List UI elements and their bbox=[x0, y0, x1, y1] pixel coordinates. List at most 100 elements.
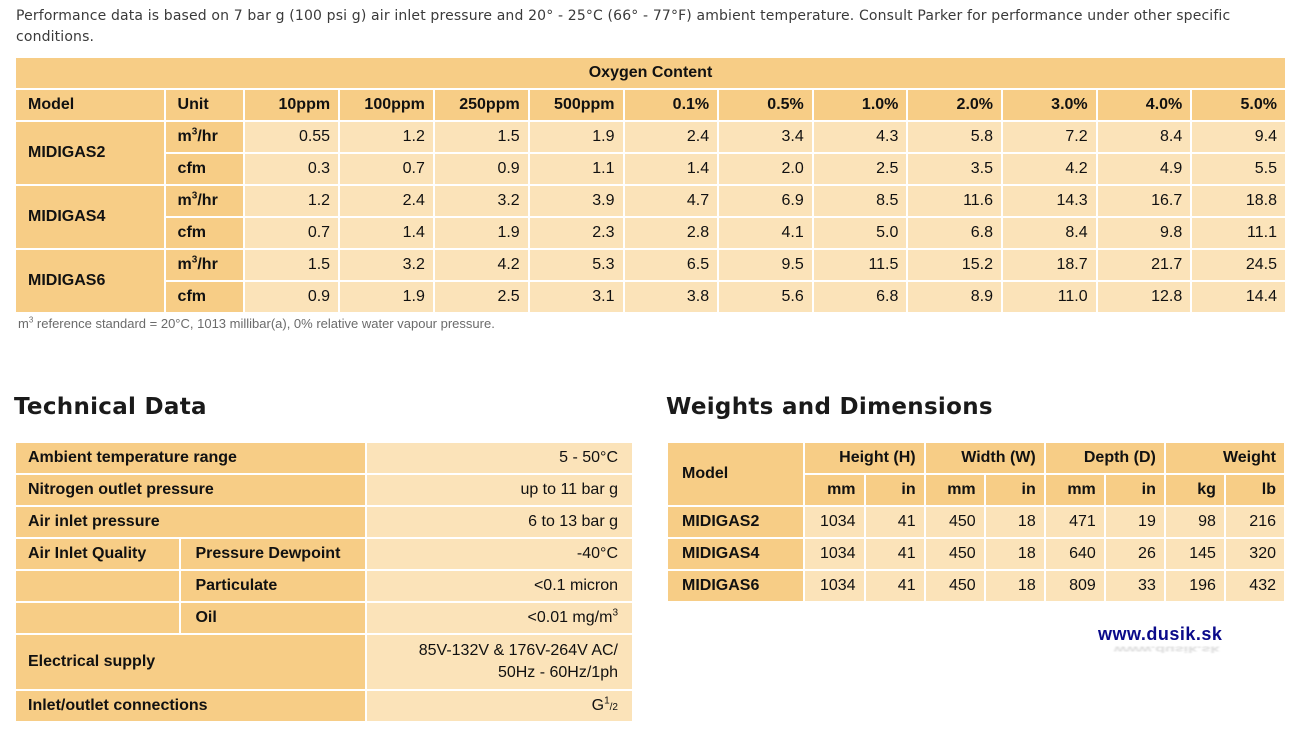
model-cell: MIDIGAS4 bbox=[16, 186, 164, 248]
col-1-0pct: 1.0% bbox=[813, 90, 907, 120]
unit-cell: cfm bbox=[165, 282, 244, 312]
value-cell: 1.2 bbox=[340, 122, 433, 152]
ambient-value: 5 - 50°C bbox=[366, 443, 632, 473]
col-0-5pct: 0.5% bbox=[719, 90, 812, 120]
value-cell: 98 bbox=[1165, 507, 1224, 537]
value-cell: 6.8 bbox=[908, 218, 1002, 248]
value-cell: 216 bbox=[1225, 507, 1284, 537]
value-cell: 5.6 bbox=[719, 282, 812, 312]
table-row: MIDIGAS4 m3/hr 1.2 2.4 3.2 3.9 4.7 6.9 8.5 11.6 14… bbox=[16, 186, 1285, 248]
value-cell: 0.7 bbox=[340, 154, 433, 184]
w-col-width: Width (W) bbox=[925, 443, 1044, 473]
col-5-0pct: 5.0% bbox=[1192, 90, 1285, 120]
col-10ppm: 10ppm bbox=[245, 90, 339, 120]
value-cell: 2.5 bbox=[434, 282, 528, 312]
value-cell: 41 bbox=[865, 507, 924, 537]
value-cell: 2.0 bbox=[719, 154, 812, 184]
value-cell: 18 bbox=[985, 539, 1044, 569]
value-cell: 2.8 bbox=[624, 218, 718, 248]
dewpoint-value: -40°C bbox=[366, 539, 632, 569]
value-cell: 809 bbox=[1045, 571, 1104, 601]
value-cell: 450 bbox=[925, 571, 984, 601]
unit-cell: cfm bbox=[165, 154, 244, 184]
value-cell: 450 bbox=[925, 507, 984, 537]
value-cell: 450 bbox=[925, 539, 984, 569]
value-cell: 0.7 bbox=[245, 218, 339, 248]
value-cell: 4.2 bbox=[434, 250, 528, 280]
value-cell: 14.3 bbox=[1003, 186, 1096, 216]
value-cell: 7.2 bbox=[1003, 122, 1096, 152]
col-250ppm: 250ppm bbox=[434, 90, 528, 120]
value-cell: 5.0 bbox=[813, 218, 907, 248]
table-row: MIDIGAS6 1034 41 450 18 809 33 196 432 bbox=[668, 571, 1284, 601]
value-cell: 21.7 bbox=[1097, 250, 1191, 280]
oxygen-content-header: Oxygen Content bbox=[16, 58, 1285, 88]
reference-note: m3 reference standard = 20°C, 1013 milli… bbox=[18, 315, 495, 331]
value-cell: 18.7 bbox=[1003, 250, 1096, 280]
value-cell: 2.4 bbox=[624, 122, 718, 152]
value-cell: 26 bbox=[1105, 539, 1164, 569]
w-col-depth: Depth (D) bbox=[1045, 443, 1164, 473]
value-cell: 18.8 bbox=[1192, 186, 1285, 216]
value-cell: 18 bbox=[985, 571, 1044, 601]
value-cell: 11.6 bbox=[908, 186, 1002, 216]
table-row: cfm 0.9 1.9 2.5 3.1 3.8 5.6 6.8 8.9 11.0 12.8 14.4 bbox=[16, 282, 1285, 312]
w-col-model: Model bbox=[668, 443, 804, 505]
particulate-label: Particulate bbox=[181, 571, 365, 601]
value-cell: 24.5 bbox=[1192, 250, 1285, 280]
inlet-label: Air inlet pressure bbox=[16, 507, 365, 537]
table-row: MIDIGAS6 m3/hr 1.5 3.2 4.2 5.3 6.5 9.5 11.5 15.2 1… bbox=[16, 250, 1285, 312]
w-sub-in: in bbox=[985, 475, 1044, 505]
table-row: Nitrogen outlet pressure up to 11 bar g bbox=[16, 475, 632, 505]
watermark-reflection: www.dusik.sk bbox=[1114, 644, 1220, 655]
value-cell: 320 bbox=[1225, 539, 1284, 569]
value-cell: 1.4 bbox=[624, 154, 718, 184]
value-cell: 0.9 bbox=[245, 282, 339, 312]
value-cell: 5.5 bbox=[1192, 154, 1285, 184]
value-cell: 33 bbox=[1105, 571, 1164, 601]
value-cell: 9.8 bbox=[1097, 218, 1191, 248]
table-row: Oil <0.01 mg/m3 bbox=[16, 603, 632, 633]
value-cell: 6.8 bbox=[813, 282, 907, 312]
value-cell: 1034 bbox=[805, 539, 864, 569]
col-3-0pct: 3.0% bbox=[1003, 90, 1096, 120]
particulate-value: <0.1 micron bbox=[366, 571, 632, 601]
table-row: Air inlet pressure 6 to 13 bar g bbox=[16, 507, 632, 537]
electrical-label: Electrical supply bbox=[16, 635, 365, 689]
unit-cell: m3/hr bbox=[165, 122, 244, 152]
w-sub-mm: mm bbox=[925, 475, 984, 505]
value-cell: 1034 bbox=[805, 507, 864, 537]
value-cell: 2.5 bbox=[813, 154, 907, 184]
value-cell: 6.5 bbox=[624, 250, 718, 280]
value-cell: 9.5 bbox=[719, 250, 812, 280]
col-2-0pct: 2.0% bbox=[908, 90, 1002, 120]
performance-table: Oxygen Content Model Unit 10ppm 100ppm 2… bbox=[14, 56, 1287, 314]
col-500ppm: 500ppm bbox=[529, 90, 623, 120]
value-cell: 18 bbox=[985, 507, 1044, 537]
value-cell: 0.55 bbox=[245, 122, 339, 152]
value-cell: 4.2 bbox=[1003, 154, 1096, 184]
value-cell: 1.9 bbox=[434, 218, 528, 248]
electrical-value: 85V-132V & 176V-264V AC/ 50Hz - 60Hz/1ph bbox=[366, 635, 632, 689]
unit-cell: cfm bbox=[165, 218, 244, 248]
table-row: MIDIGAS4 1034 41 450 18 640 26 145 320 bbox=[668, 539, 1284, 569]
value-cell: 41 bbox=[865, 571, 924, 601]
outlet-value: up to 11 bar g bbox=[366, 475, 632, 505]
value-cell: 6.9 bbox=[719, 186, 812, 216]
value-cell: 1.9 bbox=[340, 282, 433, 312]
value-cell: 8.4 bbox=[1003, 218, 1096, 248]
model-cell: MIDIGAS2 bbox=[16, 122, 164, 184]
w-sub-kg: kg bbox=[1165, 475, 1224, 505]
value-cell: 1.2 bbox=[245, 186, 339, 216]
value-cell: 16.7 bbox=[1097, 186, 1191, 216]
table-row: cfm 0.7 1.4 1.9 2.3 2.8 4.1 5.0 6.8 8.4 9.8 11.1 bbox=[16, 218, 1285, 248]
value-cell: 0.3 bbox=[245, 154, 339, 184]
table-row: Electrical supply 85V-132V & 176V-264V A… bbox=[16, 635, 632, 689]
model-cell: MIDIGAS6 bbox=[16, 250, 164, 312]
w-col-weight: Weight bbox=[1165, 443, 1284, 473]
value-cell: 11.0 bbox=[1003, 282, 1096, 312]
table-row: cfm 0.3 0.7 0.9 1.1 1.4 2.0 2.5 3.5 4.2 4.9 5.5 bbox=[16, 154, 1285, 184]
inlet-value: 6 to 13 bar g bbox=[366, 507, 632, 537]
value-cell: 4.9 bbox=[1097, 154, 1191, 184]
connections-value: G1/2 bbox=[366, 691, 632, 721]
